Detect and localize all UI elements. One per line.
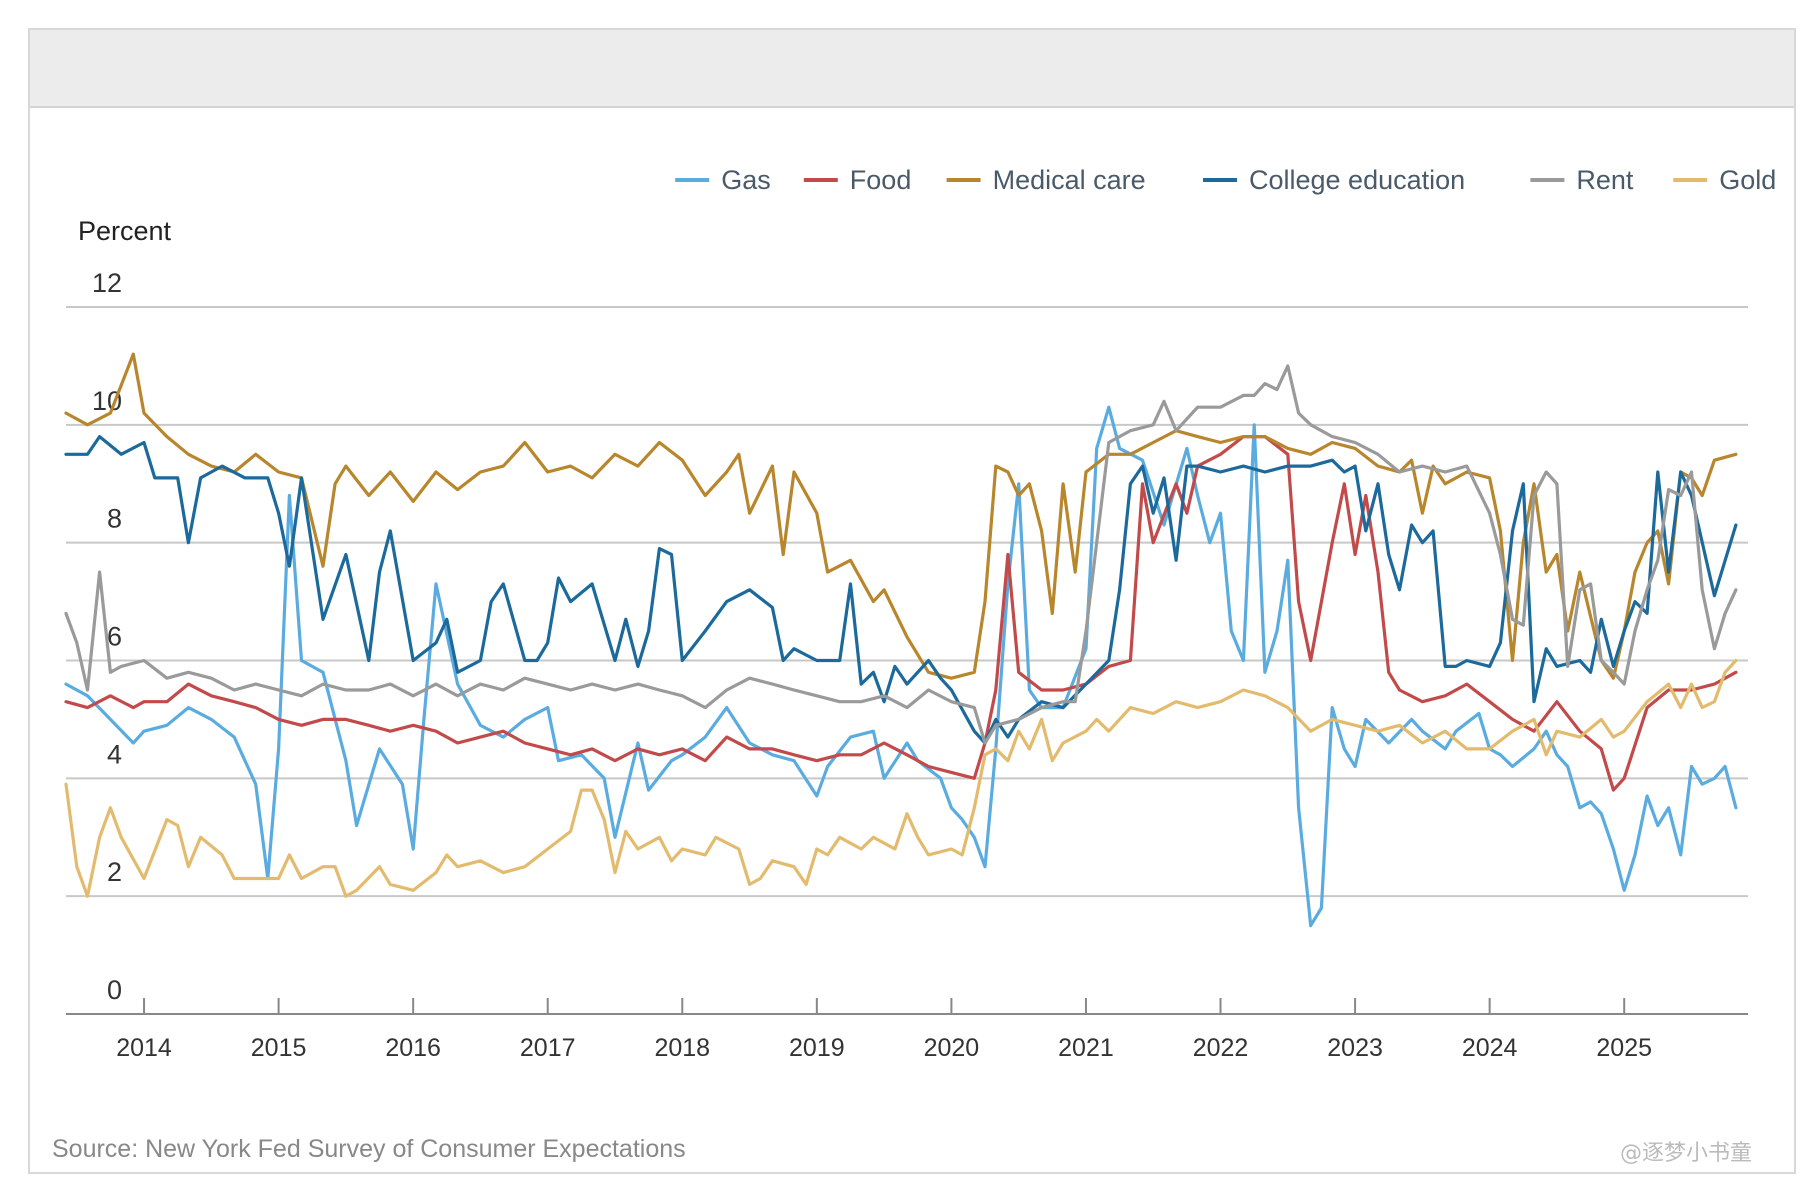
legend-label: Gas [721,165,771,195]
series-line-college-education [64,435,1738,745]
x-axis: 2014 2015 2016 2017 2018 2019 2020 2021 2022 2023… [116,998,1652,1062]
x-tick-label: 2024 [1462,1034,1518,1062]
legend-label: College education [1249,165,1465,195]
legend-label: Medical care [993,165,1146,195]
legend-label: Food [850,165,912,195]
series-line-gold [64,658,1738,898]
y-tick-label: 0 [107,975,122,1005]
y-tick-label: 2 [107,857,122,887]
x-tick-label: 2016 [385,1034,441,1062]
y-axis-ticks: 0 2 4 6 8 10 12 [92,268,122,1005]
source-note: Source: New York Fed Survey of Consumer … [52,1135,686,1163]
x-tick-label: 2017 [520,1034,576,1062]
chart-header-bar [30,30,1794,108]
y-tick-label: 12 [92,268,122,298]
watermark: @逐梦小书童 [1620,1141,1753,1166]
x-tick-label: 2018 [654,1034,710,1062]
y-axis-label: Percent [78,216,172,246]
chart-frame [28,28,1796,1174]
legend-label: Gold [1719,165,1776,195]
gridlines [66,306,1748,1015]
x-tick-label: 2023 [1327,1034,1383,1062]
legend: Gas Food Medical care College education Rent… [675,165,1776,195]
x-tick-label: 2015 [251,1034,307,1062]
series-lines [64,352,1738,928]
series-line-gas [64,405,1738,928]
x-tick-label: 2020 [924,1034,980,1062]
x-tick-label: 2025 [1596,1034,1652,1062]
series-line-rent [64,364,1738,745]
series-line-medical-care [64,352,1738,680]
y-tick-label: 8 [107,504,122,534]
x-tick-label: 2021 [1058,1034,1114,1062]
legend-label: Rent [1576,165,1634,195]
x-tick-label: 2019 [789,1034,845,1062]
x-tick-label: 2022 [1193,1034,1249,1062]
x-tick-label: 2014 [116,1034,172,1062]
y-tick-label: 10 [92,386,122,416]
y-tick-label: 6 [107,622,122,652]
y-tick-label: 4 [107,739,122,769]
